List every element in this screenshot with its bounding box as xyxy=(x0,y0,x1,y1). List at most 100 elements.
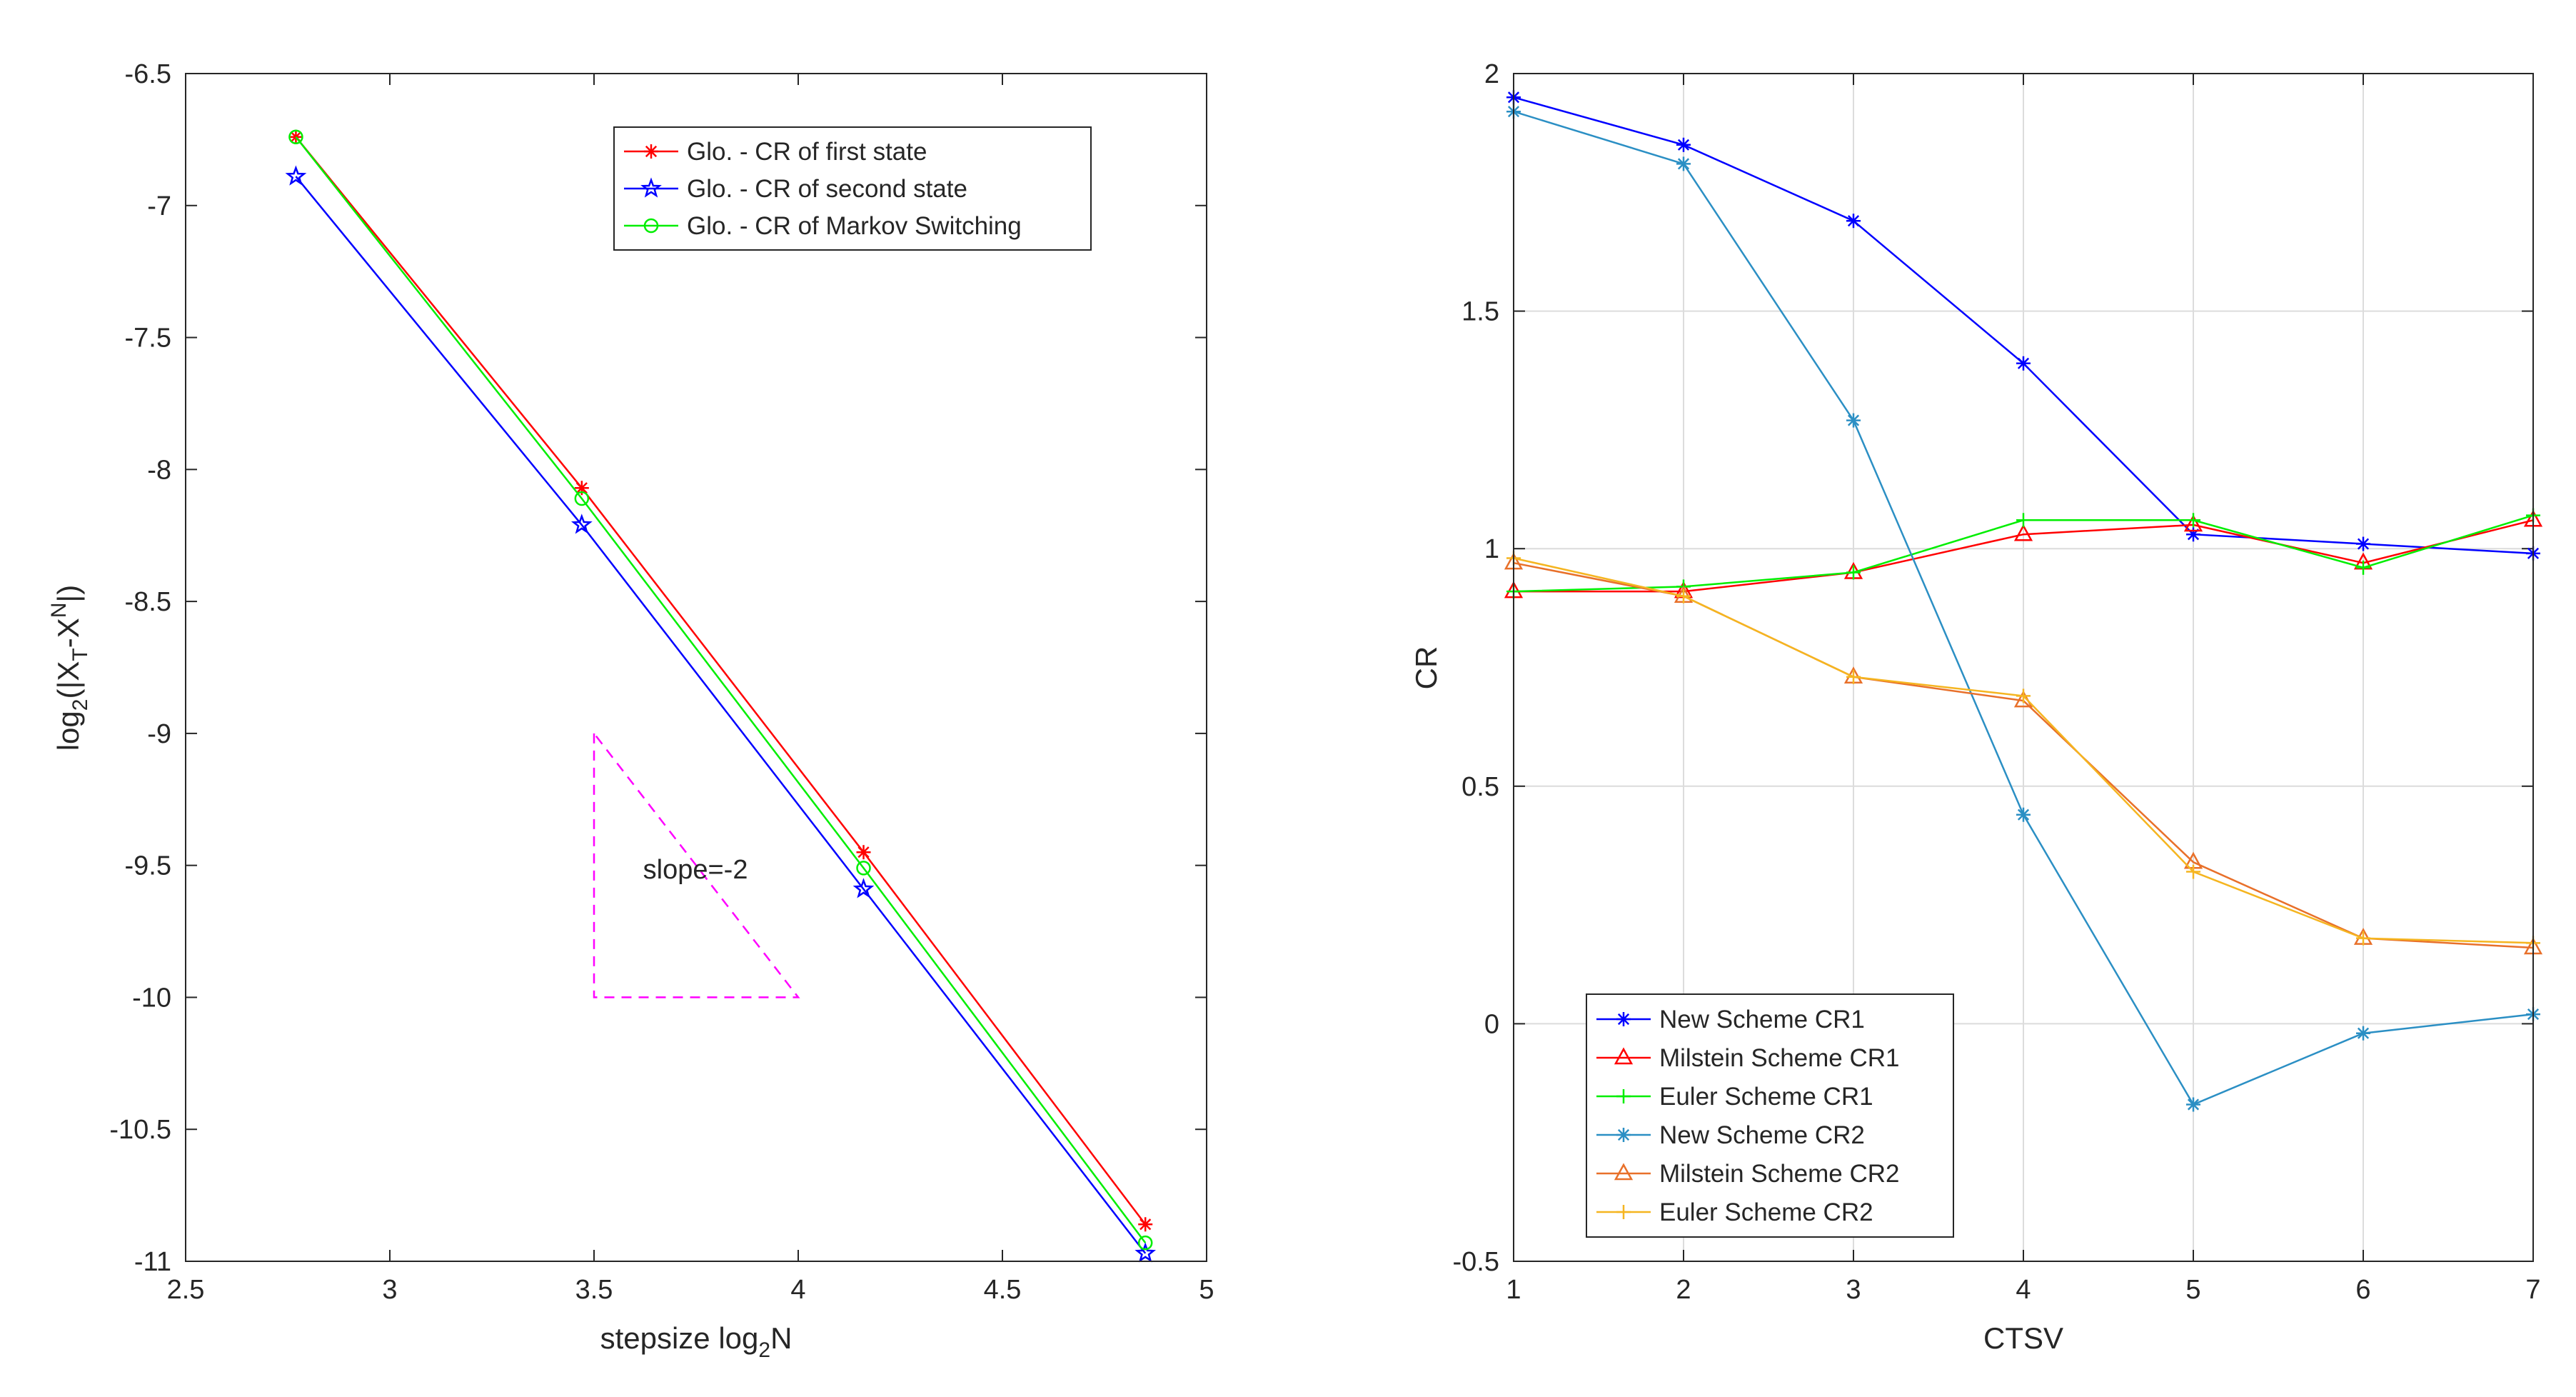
right-series-new-scheme-cr1-point xyxy=(1846,214,1861,229)
right-legend-swatch-marker xyxy=(1616,1205,1631,1219)
right-legend: New Scheme CR1 Milstein Scheme CR1 Euler S… xyxy=(1586,993,1954,1238)
slope-annotation: slope=-2 xyxy=(593,731,800,998)
right-legend-entry: Euler Scheme CR1 xyxy=(1596,1083,1873,1111)
right-axis-ticks: 1 2 3 4 5 6 7 -0.5 0 0.5 1 1.5 2 xyxy=(1453,59,2541,1305)
left-series-glo-cr-of-markov-switching xyxy=(288,129,1153,1251)
left-y-tick-label: -11 xyxy=(134,1247,171,1277)
right-y-tick-label: -0.5 xyxy=(1453,1247,1499,1277)
left-series-glo-cr-of-first-state-point xyxy=(1138,1217,1153,1232)
left-x-tick-label: 3 xyxy=(382,1275,397,1305)
right-x-tick-label: 6 xyxy=(2355,1275,2370,1305)
right-series-new-scheme-cr1-point xyxy=(2356,536,2370,551)
right-legend-entry: New Scheme CR2 xyxy=(1596,1121,1865,1149)
right-series-euler-scheme-cr2-point xyxy=(2186,864,2200,879)
right-legend-swatch-marker xyxy=(1616,1128,1631,1142)
left-y-tick-label: -6.5 xyxy=(125,59,171,89)
left-legend-entry: Glo. - CR of first state xyxy=(624,138,927,166)
right-legend-label: Milstein Scheme CR2 xyxy=(1659,1160,1900,1188)
left-series-glo-cr-of-second-state-point xyxy=(852,878,875,898)
right-series-milstein-scheme-cr1-point xyxy=(2183,514,2203,532)
left-legend-label: Glo. - CR of first state xyxy=(687,138,927,166)
left-x-tick-label: 3.5 xyxy=(575,1275,613,1305)
left-series-glo-cr-of-markov-switching-line xyxy=(295,136,1147,1243)
left-legend-box xyxy=(613,126,1092,251)
left-y-tick-label: -7 xyxy=(147,191,171,221)
left-y-tick-label: -8 xyxy=(147,455,171,485)
right-series-new-scheme-cr2-point xyxy=(1846,413,1861,428)
left-x-tick-label: 4 xyxy=(790,1275,805,1305)
left-axes-box xyxy=(185,73,1207,1262)
right-y-tick-label: 0.5 xyxy=(1461,772,1499,802)
right-series-new-scheme-cr1-point xyxy=(2186,527,2200,542)
left-series-glo-cr-of-first-state-point xyxy=(856,845,871,860)
left-y-tick-label: -10.5 xyxy=(109,1115,171,1145)
right-series-new-scheme-cr2-point xyxy=(2016,807,2031,822)
right-series-euler-scheme-cr1-point xyxy=(1846,565,1861,580)
right-legend-entry: Milstein Scheme CR1 xyxy=(1596,1044,1900,1072)
right-x-tick-label: 7 xyxy=(2525,1275,2540,1305)
right-legend-box xyxy=(1586,993,1954,1238)
left-plot-area xyxy=(186,74,1207,1261)
right-legend-label: Euler Scheme CR2 xyxy=(1659,1198,1873,1226)
left-series-glo-cr-of-first-state-point xyxy=(574,481,589,496)
left-y-tick-label: -7.5 xyxy=(125,324,171,354)
left-series-glo-cr-of-markov-switching-point xyxy=(574,491,590,506)
right-y-tick-label: 1 xyxy=(1484,534,1499,564)
right-y-axis-label: CR xyxy=(1409,646,1443,690)
right-legend-label: New Scheme CR2 xyxy=(1659,1121,1865,1149)
left-y-axis-label: log2(|XT-XN|) xyxy=(47,585,92,751)
right-series-euler-scheme-cr1-point xyxy=(2016,513,2031,528)
right-y-tick-label: 1.5 xyxy=(1461,297,1499,327)
right-legend-swatch-marker xyxy=(1616,1012,1631,1026)
left-series-glo-cr-of-second-state-line xyxy=(295,176,1147,1254)
left-legend-entry: Glo. - CR of Markov Switching xyxy=(624,212,1022,240)
right-legend-entry: Milstein Scheme CR2 xyxy=(1596,1160,1900,1188)
left-legend-swatch-marker xyxy=(640,177,662,198)
left-y-tick-label: -9.5 xyxy=(125,851,171,881)
left-series-glo-cr-of-markov-switching-point xyxy=(856,861,871,876)
right-series-milstein-scheme-cr1-point xyxy=(2013,524,2033,541)
left-series-glo-cr-of-second-state-point xyxy=(570,514,593,534)
right-series-new-scheme-cr2-point xyxy=(2356,1026,2370,1041)
left-series-glo-cr-of-second-state xyxy=(285,165,1157,1263)
right-x-tick-label: 3 xyxy=(1846,1275,1861,1305)
left-series-glo-cr-of-first-state-line xyxy=(295,136,1147,1226)
left-series-glo-cr-of-second-state-point xyxy=(285,165,307,186)
right-series-euler-scheme-cr1-point xyxy=(2186,513,2200,528)
right-series-euler-scheme-cr2-point xyxy=(1676,589,1691,604)
left-legend-label: Glo. - CR of second state xyxy=(687,175,967,203)
left-legend-entry: Glo. - CR of second state xyxy=(624,175,967,203)
left-y-tick-label: -8.5 xyxy=(125,587,171,617)
right-legend-swatch-marker xyxy=(1614,1163,1634,1181)
right-x-tick-label: 1 xyxy=(1506,1275,1521,1305)
right-x-tick-label: 2 xyxy=(1676,1275,1691,1305)
slope-label: slope=-2 xyxy=(643,855,748,885)
left-axis-ticks: 2.5 3 3.5 4 4.5 5 -6.5 -7 -7.5 -8 -8.5 -9 -9.5 -10 -10… xyxy=(109,59,1214,1305)
slope-triangle xyxy=(593,731,800,998)
left-legend: Glo. - CR of first state Glo. - CR of sec… xyxy=(613,126,1092,251)
right-legend-swatch-marker xyxy=(1614,1047,1634,1065)
left-y-tick-label: -9 xyxy=(147,719,171,749)
right-legend-label: Milstein Scheme CR1 xyxy=(1659,1044,1900,1072)
left-legend-swatch-marker xyxy=(643,218,659,234)
left-x-tick-label: 4.5 xyxy=(984,1275,1022,1305)
right-series-new-scheme-cr2-point xyxy=(1676,156,1691,171)
right-x-axis-label: CTSV xyxy=(1983,1321,2063,1355)
left-legend-label: Glo. - CR of Markov Switching xyxy=(687,212,1022,240)
right-series-lines xyxy=(1504,90,2543,1112)
right-series-euler-scheme-cr2-point xyxy=(2356,931,2370,946)
left-convergence-plot: 2.5 3 3.5 4 4.5 5 -6.5 -7 -7.5 -8 -8.5 -9 -9.5 -10 -10… xyxy=(47,59,1214,1362)
right-legend-label: New Scheme CR1 xyxy=(1659,1006,1865,1033)
left-series-glo-cr-of-markov-switching-point xyxy=(288,129,303,144)
left-series-glo-cr-of-second-state-point xyxy=(1134,1242,1157,1263)
right-series-euler-scheme-cr1-point xyxy=(2356,560,2370,575)
left-x-tick-label: 5 xyxy=(1199,1275,1214,1305)
right-series-euler-scheme-cr2-point xyxy=(1846,669,1861,684)
left-x-tick-label: 2.5 xyxy=(167,1275,205,1305)
right-cr-plot: 1 2 3 4 5 6 7 -0.5 0 0.5 1 1.5 2 New Scheme CR1 Milst… xyxy=(1409,59,2543,1355)
left-y-tick-label: -10 xyxy=(132,983,171,1013)
right-series-new-scheme-cr1-point xyxy=(1676,137,1691,152)
right-y-tick-label: 2 xyxy=(1484,59,1499,89)
right-axes-box xyxy=(1513,73,2534,1262)
